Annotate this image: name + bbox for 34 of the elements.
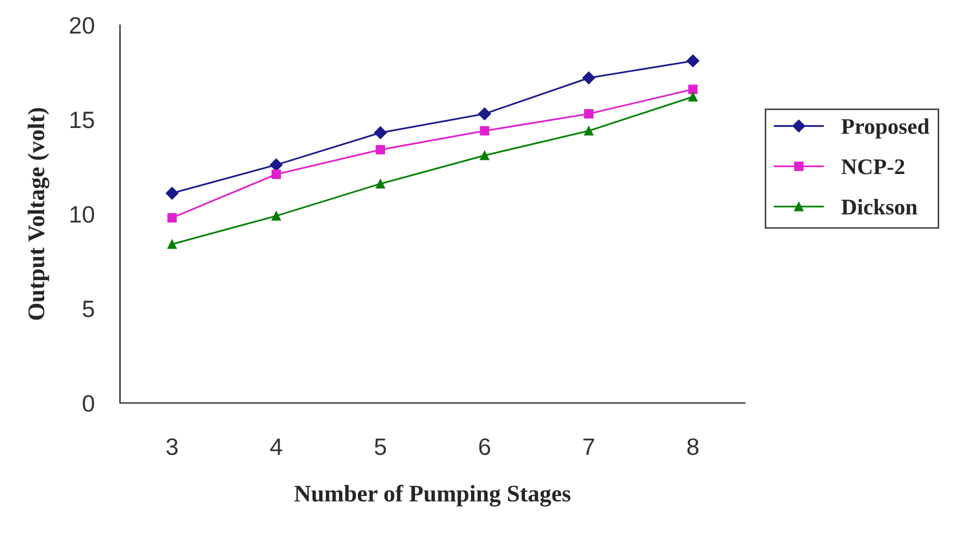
legend-label: Dickson xyxy=(841,198,918,215)
point xyxy=(376,145,386,154)
point xyxy=(688,84,698,94)
legend-label: NCP-2 xyxy=(841,159,904,174)
point xyxy=(272,170,281,179)
point xyxy=(582,72,596,84)
y-tick-label: 10 xyxy=(70,206,94,223)
point xyxy=(480,150,490,160)
legend-label: Proposed xyxy=(841,118,930,138)
point xyxy=(374,126,387,140)
point xyxy=(584,109,594,119)
y-tick-label: 20 xyxy=(70,17,94,34)
x-tick-label: 8 xyxy=(687,438,698,456)
y-tick-label: 5 xyxy=(82,300,94,318)
point xyxy=(272,211,281,221)
x-tick-label: 3 xyxy=(166,438,178,456)
y-tick-label: 15 xyxy=(70,112,94,128)
x-axis-title: Number of Pumping Stages xyxy=(294,484,570,507)
point xyxy=(686,54,700,68)
point xyxy=(376,179,386,188)
point xyxy=(688,92,698,102)
point xyxy=(270,158,283,172)
x-tick-label: 5 xyxy=(374,438,386,456)
point xyxy=(478,107,491,120)
point xyxy=(166,186,178,200)
x-tick-label: 4 xyxy=(270,438,282,455)
point xyxy=(480,126,490,136)
point xyxy=(167,240,177,249)
point xyxy=(584,126,594,136)
x-tick-label: 7 xyxy=(583,438,594,455)
x-tick-label: 6 xyxy=(479,438,490,456)
y-tick-label: 0 xyxy=(82,395,94,412)
y-axis-title: Output Voltage (volt) xyxy=(28,108,50,320)
point xyxy=(167,213,177,222)
